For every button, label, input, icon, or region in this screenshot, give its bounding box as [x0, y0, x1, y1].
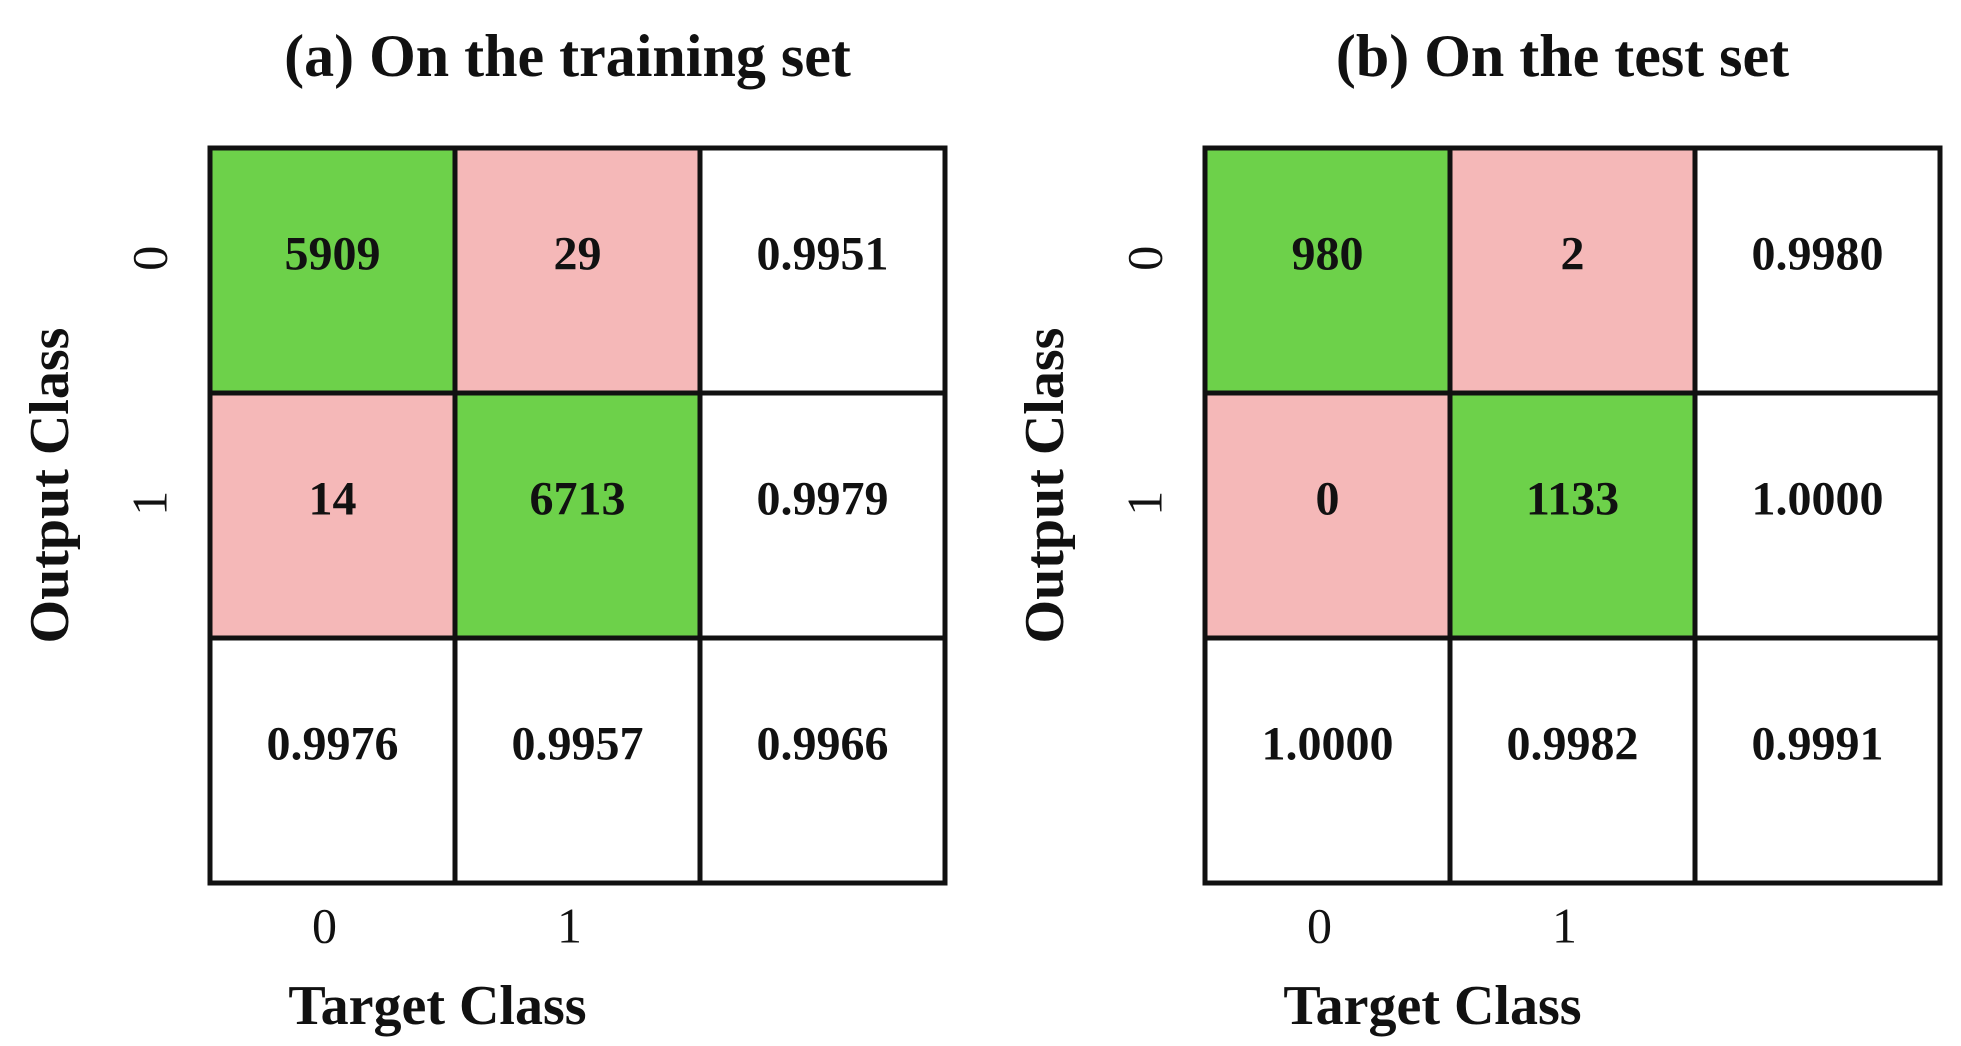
x-axis-label: Target Class: [288, 975, 586, 1037]
cell-label: 0.9966: [757, 717, 889, 770]
cell-label: 0: [1316, 472, 1340, 525]
x-tick-label: 1: [557, 897, 582, 953]
cell-label: 1133: [1526, 472, 1619, 525]
cell-label: 0.9957: [512, 717, 644, 770]
cell-label: 0.9951: [757, 227, 889, 280]
matrix-cell: [697, 390, 948, 641]
cell-label: 1.0000: [1262, 717, 1394, 770]
chart-title: (b) On the test set: [1336, 23, 1789, 89]
matrix-cell: [452, 635, 703, 886]
y-axis-label: Output Class: [1014, 328, 1076, 644]
y-tick-label: 1: [1116, 491, 1172, 516]
cell-label: 0.9991: [1752, 717, 1884, 770]
cell-label: 29: [554, 227, 602, 280]
matrix-cell: [207, 635, 458, 886]
cell-label: 14: [309, 472, 357, 525]
matrix-cell: [697, 145, 948, 396]
x-tick-label: 1: [1552, 897, 1577, 953]
y-tick-label: 0: [121, 246, 177, 271]
cell-label: 0.9980: [1752, 227, 1884, 280]
matrix-cell: [452, 145, 703, 396]
matrix-cell: [1692, 635, 1943, 886]
cell-label: 0.9976: [267, 717, 399, 770]
matrix-cell: [1202, 145, 1453, 396]
x-axis-label: Target Class: [1283, 975, 1581, 1037]
matrix-cell: [1447, 390, 1698, 641]
cell-label: 980: [1292, 227, 1364, 280]
matrix-cell: [697, 635, 948, 886]
chart-title: (a) On the training set: [284, 23, 851, 89]
y-axis-label: Output Class: [19, 328, 81, 644]
cell-label: 5909: [285, 227, 381, 280]
cell-label: 6713: [530, 472, 626, 525]
matrix-cell: [1202, 635, 1453, 886]
cell-label: 0.9982: [1507, 717, 1639, 770]
y-tick-label: 1: [121, 491, 177, 516]
y-tick-label: 0: [1116, 246, 1172, 271]
cell-label: 1.0000: [1752, 472, 1884, 525]
matrix-cell: [1692, 145, 1943, 396]
x-tick-label: 0: [312, 897, 337, 953]
cell-label: 0.9979: [757, 472, 889, 525]
matrix-cell: [1447, 635, 1698, 886]
x-tick-label: 0: [1307, 897, 1332, 953]
cell-label: 2: [1561, 227, 1585, 280]
matrix-cell: [207, 145, 458, 396]
